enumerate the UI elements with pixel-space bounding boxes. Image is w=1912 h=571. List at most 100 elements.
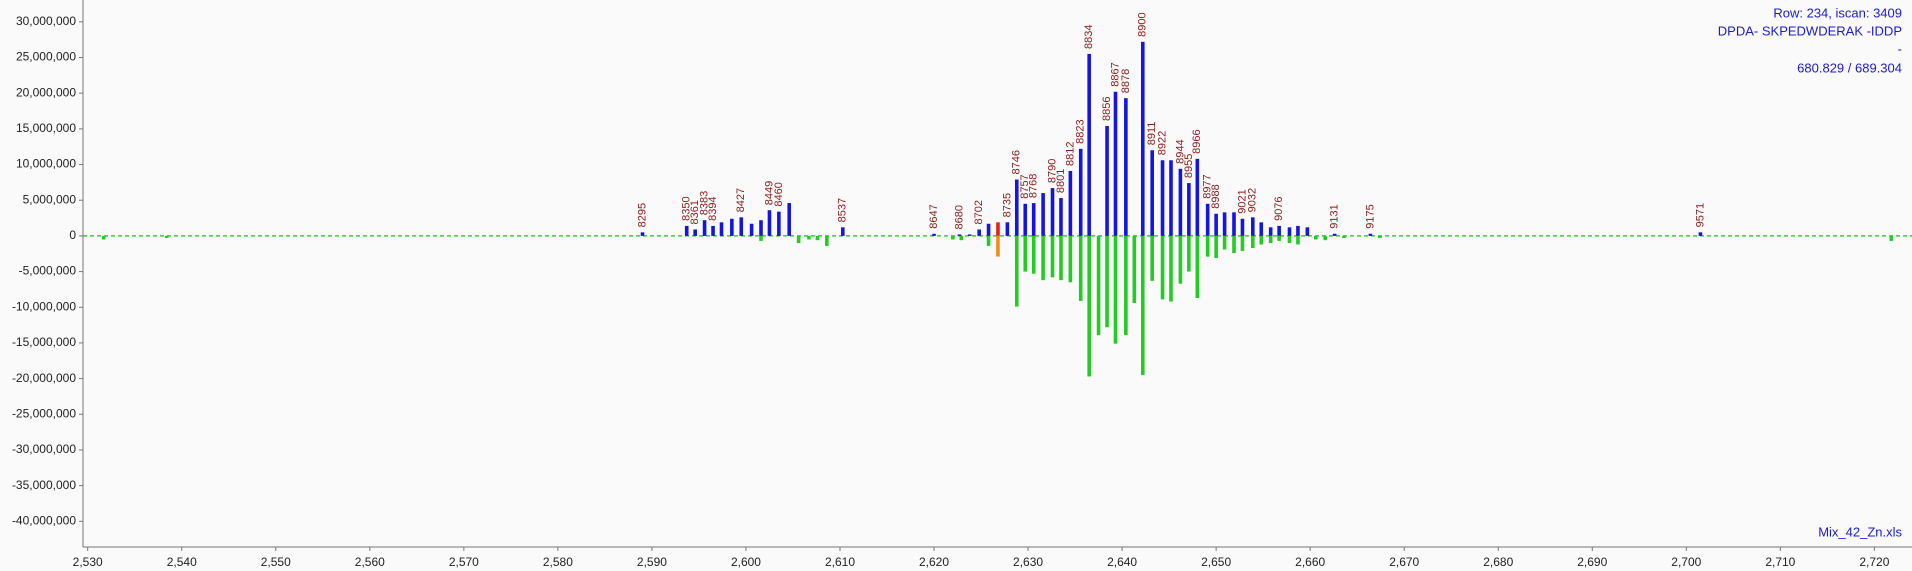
- y-tick-label: -15,000,000: [12, 335, 76, 349]
- bar: [1150, 150, 1154, 236]
- x-tick-label: 2,620: [919, 555, 949, 569]
- bar: [986, 235, 991, 246]
- bar: [815, 235, 820, 241]
- bar: [1214, 213, 1218, 236]
- bar-label: 8537: [837, 198, 849, 222]
- bar: [164, 235, 169, 239]
- bar: [1268, 235, 1273, 244]
- bar: [1124, 98, 1128, 236]
- bar: [1050, 188, 1055, 236]
- bar: [1023, 203, 1028, 236]
- bar: [1195, 235, 1200, 298]
- x-tick-label: 2,670: [1389, 555, 1419, 569]
- x-tick-label: 2,560: [355, 555, 385, 569]
- bar: [1287, 227, 1292, 236]
- bar: [951, 235, 955, 240]
- bar: [1287, 235, 1292, 244]
- bar: [1205, 235, 1210, 257]
- bar: [1377, 235, 1382, 239]
- bar: [1178, 168, 1183, 236]
- y-tick-label: -25,000,000: [12, 406, 76, 420]
- bar: [1105, 126, 1109, 236]
- bar-label: 9131: [1329, 204, 1341, 228]
- bar-label: 8361: [689, 200, 701, 224]
- bar: [1314, 235, 1318, 240]
- bar: [1078, 148, 1083, 236]
- x-tick-label: 2,640: [1107, 555, 1137, 569]
- bar: [1240, 218, 1245, 236]
- y-tick-label: 0: [69, 228, 76, 242]
- x-tick-label: 2,610: [825, 555, 855, 569]
- bar: [1068, 235, 1073, 283]
- bar: [101, 235, 106, 240]
- bar: [1078, 235, 1083, 301]
- bar-label: 8856: [1101, 97, 1113, 121]
- bar: [711, 225, 715, 236]
- bar-label: 8757: [1019, 174, 1031, 198]
- bar: [1087, 53, 1091, 236]
- x-tick-label: 2,530: [73, 555, 103, 569]
- x-tick-label: 2,710: [1765, 555, 1795, 569]
- bar: [807, 235, 811, 240]
- bar: [959, 235, 964, 241]
- bar: [1277, 225, 1281, 236]
- y-tick-label: 30,000,000: [16, 14, 76, 28]
- bar: [996, 222, 1000, 236]
- bar: [1222, 212, 1227, 236]
- annotation: Row: 234, iscan: 3409: [1773, 5, 1902, 20]
- bar-label: 8823: [1075, 119, 1087, 143]
- bar-label: 8977: [1202, 174, 1214, 198]
- bar: [777, 211, 781, 236]
- bar: [1014, 179, 1019, 236]
- bar: [1368, 233, 1373, 236]
- bar: [1178, 235, 1183, 284]
- bar: [1124, 235, 1128, 336]
- bar: [1140, 235, 1145, 376]
- bar: [1113, 235, 1118, 344]
- bar: [1041, 193, 1045, 236]
- bar: [1332, 233, 1337, 236]
- bar: [957, 234, 962, 236]
- bar: [1214, 235, 1218, 259]
- bar-label: 8394: [707, 196, 719, 220]
- bar: [693, 229, 697, 236]
- bar: [1698, 232, 1703, 236]
- bar: [967, 234, 972, 236]
- bar-label: 8460: [773, 182, 785, 206]
- bar: [1251, 217, 1255, 236]
- bar-label: 8735: [1001, 193, 1013, 217]
- x-tick-label: 2,660: [1295, 555, 1325, 569]
- bar: [1342, 235, 1346, 239]
- bar: [640, 232, 645, 236]
- bar-label: 8922: [1156, 131, 1168, 155]
- bar-label: 8295: [636, 203, 648, 227]
- x-tick-label: 2,680: [1483, 555, 1513, 569]
- y-tick-label: 20,000,000: [16, 85, 76, 99]
- bar-label: 8878: [1120, 69, 1132, 93]
- bar: [749, 223, 754, 236]
- bar: [684, 225, 689, 236]
- bar: [1205, 203, 1210, 236]
- bar: [1113, 91, 1118, 236]
- y-tick-label: 15,000,000: [16, 121, 76, 135]
- y-tick-label: -40,000,000: [12, 513, 76, 527]
- bar: [702, 220, 707, 236]
- bar: [1889, 235, 1894, 241]
- y-tick-label: 5,000,000: [23, 192, 77, 206]
- bar: [1132, 235, 1137, 303]
- bar: [1150, 235, 1154, 281]
- bar: [1140, 41, 1145, 236]
- bar-label: 9076: [1273, 196, 1285, 220]
- bar-label: 8350: [681, 196, 693, 220]
- bar-label: 8746: [1011, 150, 1023, 174]
- y-tick-label: -10,000,000: [12, 299, 76, 313]
- bar: [796, 235, 801, 244]
- bar-label: 9175: [1364, 204, 1376, 228]
- bar: [1323, 235, 1328, 241]
- bar-label: 8834: [1083, 24, 1095, 48]
- y-tick-label: -5,000,000: [19, 264, 77, 278]
- bar-label: 8702: [973, 200, 985, 224]
- x-tick-label: 2,600: [731, 555, 761, 569]
- bar: [1031, 203, 1036, 236]
- bar: [825, 235, 829, 246]
